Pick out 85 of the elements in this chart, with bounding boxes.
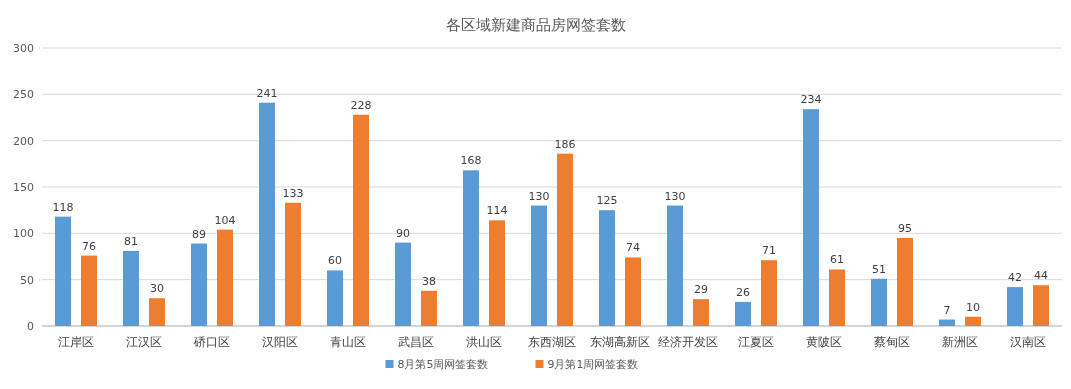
data-label: 61 — [830, 253, 844, 267]
data-label: 186 — [554, 137, 576, 151]
data-label: 26 — [736, 285, 750, 299]
data-label: 44 — [1034, 269, 1048, 283]
data-label: 228 — [350, 98, 372, 112]
y-tick-label: 100 — [13, 227, 34, 241]
y-tick-label: 50 — [20, 273, 34, 287]
data-label: 74 — [626, 241, 640, 255]
legend-label: 9月第1周网签套数 — [547, 358, 639, 371]
bar — [395, 242, 411, 326]
bar — [55, 216, 71, 326]
bar — [1033, 285, 1049, 326]
data-label: 95 — [898, 221, 912, 235]
bar — [149, 298, 165, 326]
bar — [463, 170, 479, 326]
data-label: 38 — [422, 274, 436, 288]
data-label: 133 — [282, 186, 304, 200]
x-tick-label: 江汉区 — [126, 335, 162, 349]
y-tick-label: 250 — [13, 88, 34, 102]
x-tick-label: 硚口区 — [193, 335, 230, 349]
x-tick-label: 武昌区 — [398, 335, 434, 349]
legend-label: 8月第5周网签套数 — [397, 358, 489, 371]
data-label: 60 — [328, 254, 342, 268]
data-label: 168 — [460, 154, 482, 168]
bar — [531, 205, 547, 326]
bar — [557, 153, 573, 326]
data-label: 125 — [596, 194, 618, 208]
y-tick-label: 0 — [27, 320, 34, 333]
y-tick-label: 200 — [13, 134, 34, 148]
bar — [599, 210, 615, 326]
data-label: 241 — [256, 86, 278, 100]
data-label: 51 — [872, 262, 886, 276]
bar — [353, 114, 369, 326]
bar — [829, 269, 845, 326]
bar — [667, 205, 683, 326]
x-tick-label: 江夏区 — [738, 335, 774, 349]
bar — [217, 229, 233, 326]
data-label: 234 — [800, 93, 822, 107]
x-tick-label: 汉南区 — [1010, 335, 1046, 349]
data-label: 104 — [214, 213, 236, 227]
bar — [965, 316, 981, 326]
data-label: 71 — [762, 244, 776, 258]
data-label: 10 — [966, 300, 980, 314]
chart-title: 各区域新建商品房网签套数 — [445, 16, 626, 34]
data-label: 7 — [943, 303, 951, 317]
bar — [871, 278, 887, 326]
bar — [693, 299, 709, 326]
bar — [625, 257, 641, 326]
x-tick-label: 洪山区 — [466, 335, 502, 349]
x-tick-label: 东西湖区 — [528, 335, 576, 349]
data-label: 90 — [396, 226, 410, 240]
data-label: 30 — [150, 282, 164, 296]
data-label: 130 — [528, 189, 550, 203]
bar — [1007, 287, 1023, 326]
y-tick-label: 300 — [13, 42, 34, 55]
x-tick-label: 黄陂区 — [806, 335, 842, 349]
bar — [735, 301, 751, 326]
bar — [803, 109, 819, 326]
x-tick-label: 汉阳区 — [262, 335, 298, 349]
data-label: 76 — [82, 239, 96, 253]
data-label: 42 — [1008, 271, 1022, 285]
x-tick-label: 东湖高新区 — [590, 335, 650, 349]
x-tick-label: 蔡甸区 — [874, 335, 910, 349]
bar — [421, 290, 437, 326]
data-label: 130 — [664, 189, 686, 203]
bar — [259, 102, 275, 326]
bar — [81, 255, 97, 326]
x-tick-label: 青山区 — [330, 335, 366, 349]
bar — [897, 237, 913, 326]
data-label: 118 — [52, 200, 74, 214]
bar — [761, 260, 777, 326]
bar — [489, 220, 505, 326]
data-label: 114 — [486, 204, 508, 218]
bar — [123, 250, 139, 326]
x-tick-label: 新洲区 — [942, 335, 978, 349]
x-tick-label: 江岸区 — [58, 335, 94, 349]
bar — [285, 202, 301, 326]
x-tick-label: 经济开发区 — [658, 335, 718, 349]
y-tick-label: 150 — [13, 181, 34, 194]
bar — [327, 270, 343, 326]
bar — [191, 243, 207, 326]
data-label: 29 — [694, 283, 708, 297]
data-label: 81 — [124, 234, 138, 248]
data-label: 89 — [192, 227, 206, 241]
bar — [939, 319, 955, 326]
